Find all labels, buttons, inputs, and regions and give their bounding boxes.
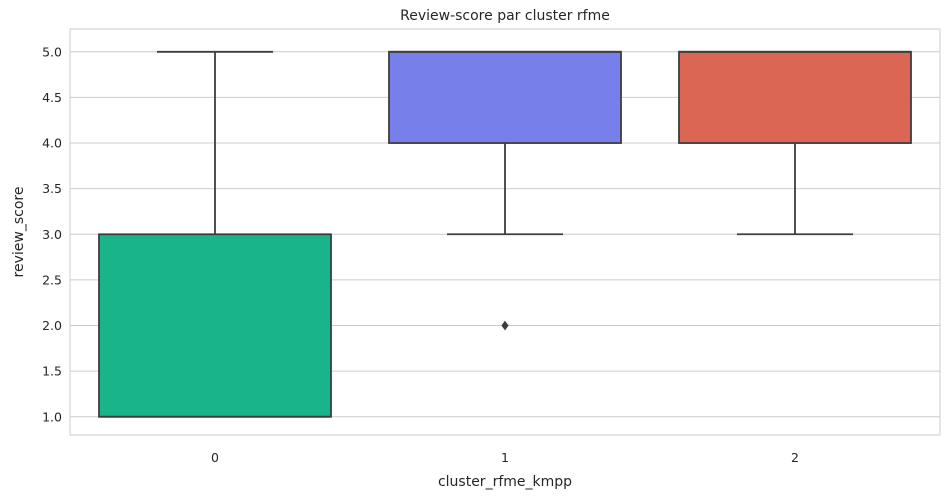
- chart-title: Review-score par cluster rfme: [400, 8, 610, 24]
- outlier-point: [501, 320, 509, 331]
- x-tick-label: 1: [501, 450, 509, 465]
- y-tick-label: 4.5: [42, 90, 62, 105]
- y-tick-label: 4.0: [42, 136, 62, 151]
- y-tick-label: 3.0: [42, 227, 62, 242]
- x-tick-label: 0: [211, 450, 219, 465]
- y-tick-label: 1.5: [42, 364, 62, 379]
- box-cluster-1: [388, 50, 622, 331]
- box-iqr: [388, 50, 622, 144]
- y-tick-label: 3.5: [42, 181, 62, 196]
- box-iqr: [678, 50, 912, 144]
- y-axis-ticks: 1.0 1.5 2.0 2.5 3.0 3.5 4.0 4.5 5.0: [42, 44, 62, 424]
- y-tick-label: 2.5: [42, 272, 62, 287]
- y-axis-label: review_score: [11, 187, 27, 278]
- x-axis-ticks: 0 1 2: [211, 450, 799, 465]
- x-axis-label: cluster_rfme_kmpp: [438, 474, 572, 490]
- box-iqr: [98, 233, 332, 418]
- y-tick-label: 1.0: [42, 409, 62, 424]
- box-cluster-0: [98, 50, 332, 418]
- y-tick-label: 5.0: [42, 44, 62, 59]
- x-tick-label: 2: [791, 450, 799, 465]
- y-tick-label: 2.0: [42, 318, 62, 333]
- box-cluster-2: [678, 50, 912, 236]
- box-group: [98, 50, 912, 418]
